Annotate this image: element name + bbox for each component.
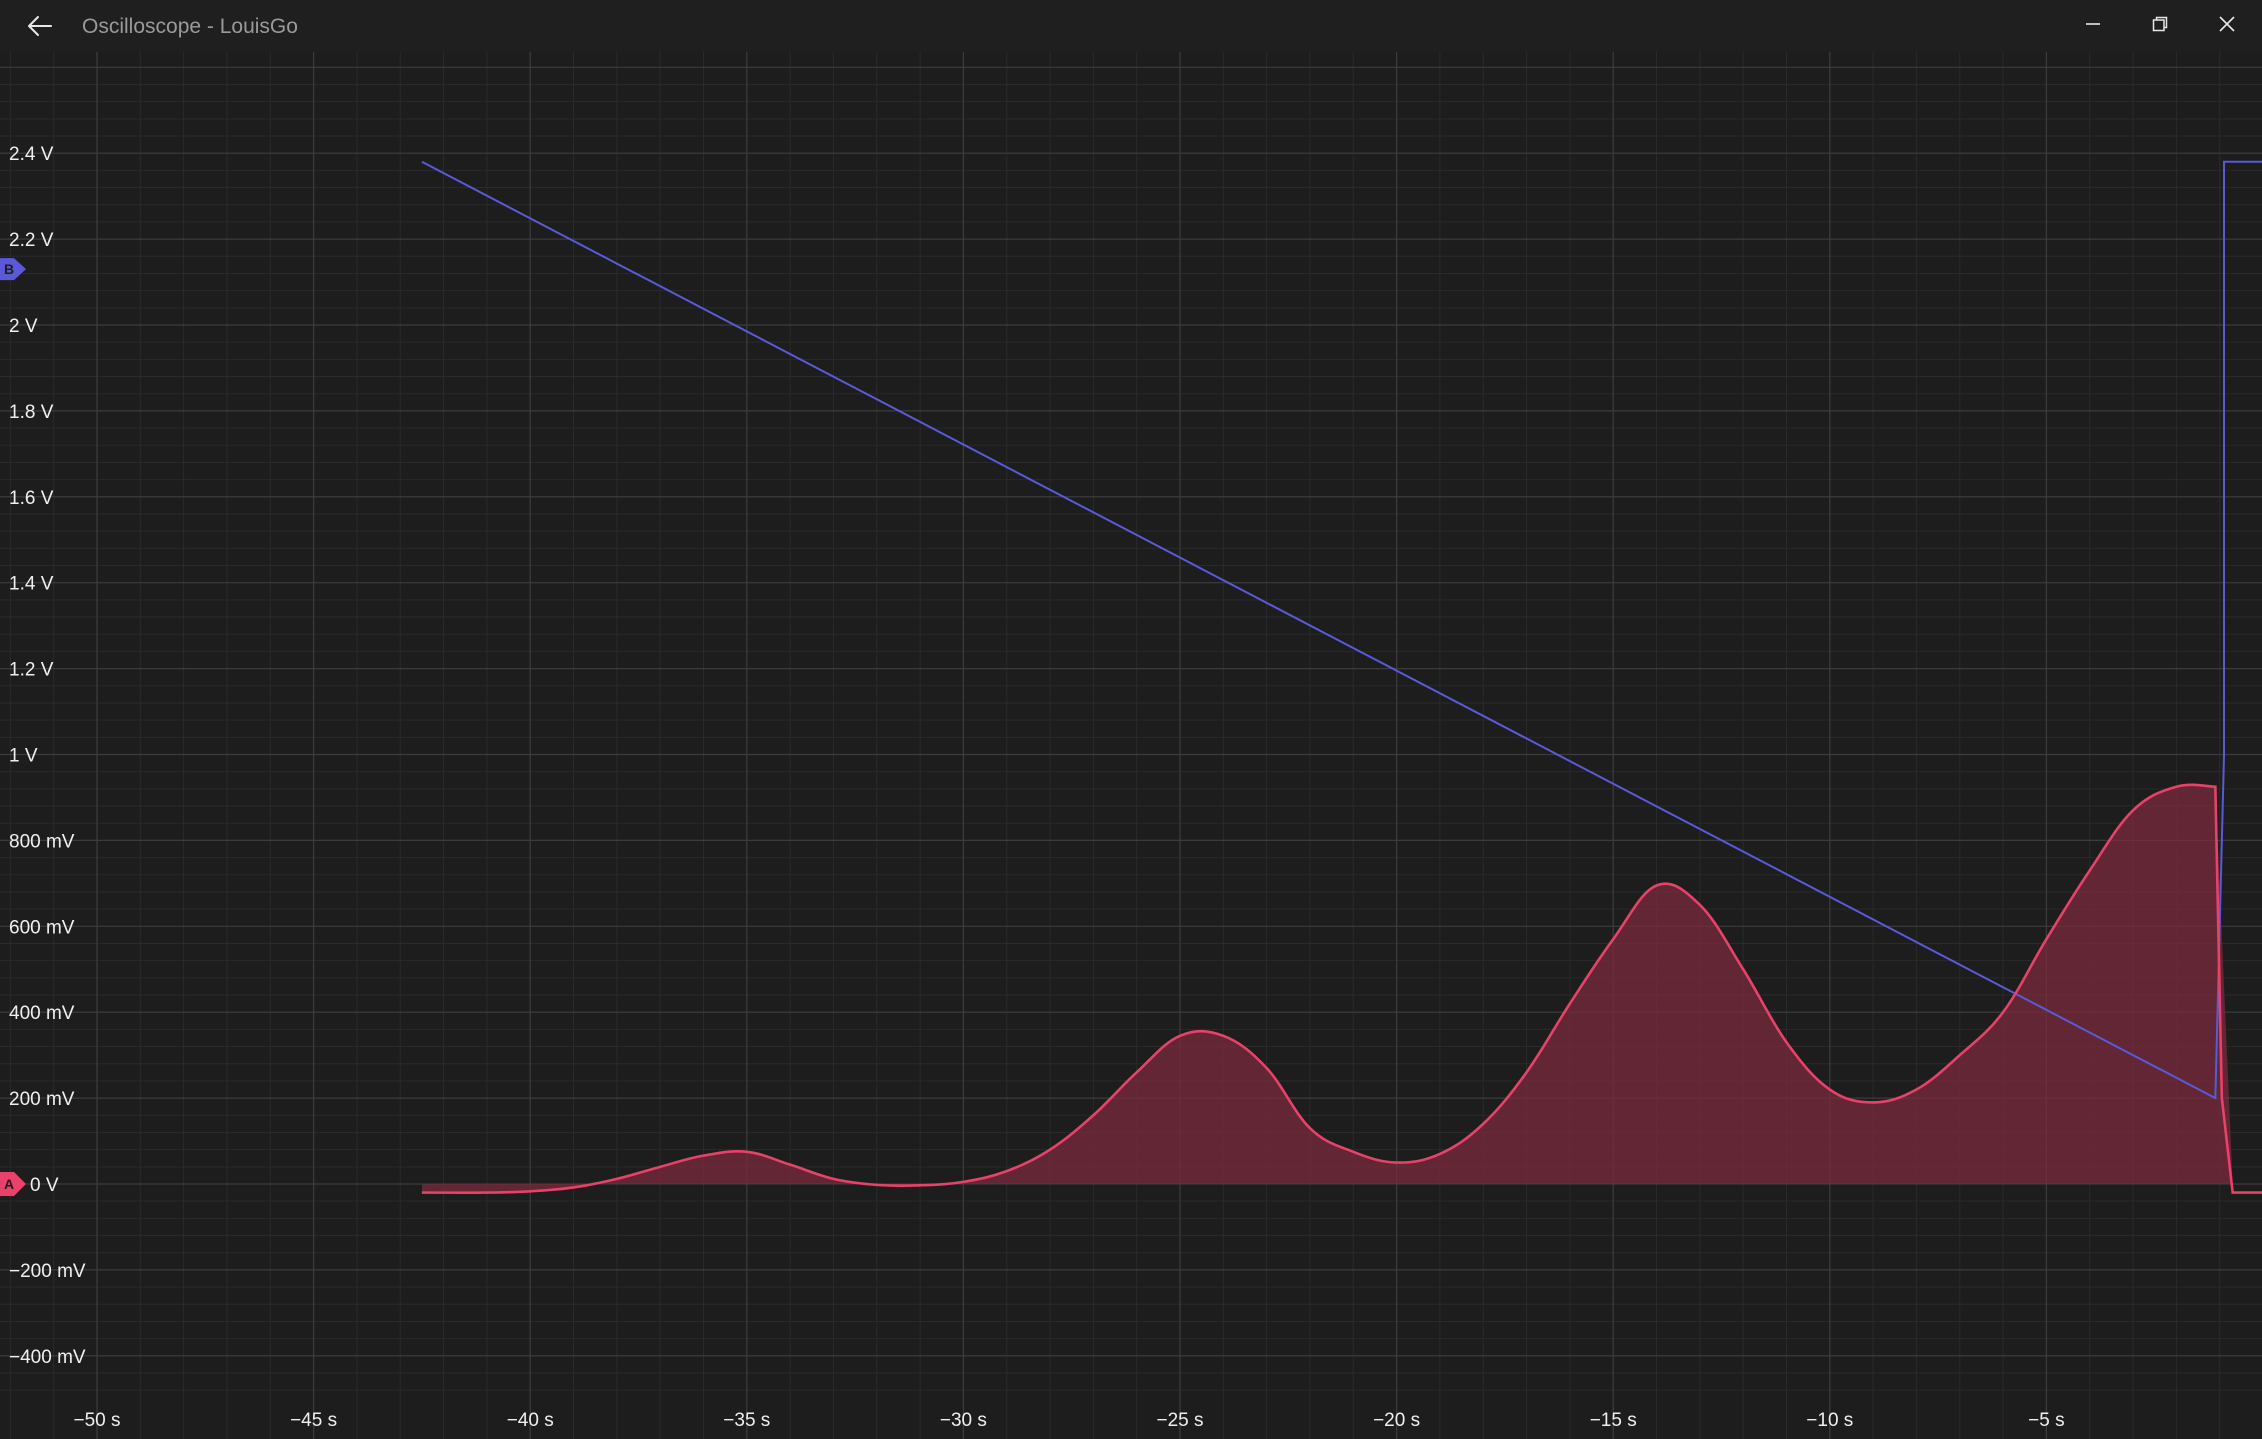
x-tick-label: −5 s — [2028, 1410, 2064, 1431]
y-tick-label: 2.2 V — [9, 230, 54, 251]
channel-b-marker[interactable] — [0, 258, 26, 281]
x-tick-label: −15 s — [1590, 1410, 1637, 1431]
close-icon — [2219, 16, 2235, 32]
x-tick-label: −10 s — [1806, 1410, 1853, 1431]
x-tick-label: −20 s — [1373, 1410, 1420, 1431]
x-tick-label: −35 s — [723, 1410, 770, 1431]
minimize-button[interactable] — [2060, 0, 2126, 48]
y-tick-label: 1.6 V — [9, 488, 54, 509]
channel-markers[interactable]: BA0 — [0, 258, 2262, 1439]
title-bar: Oscilloscope - LouisGo — [0, 0, 2262, 52]
grid-major — [0, 52, 2262, 1439]
y-tick-label: 1.8 V — [9, 402, 54, 423]
y-tick-label: 0 V — [30, 1175, 59, 1196]
channel-a-trace — [421, 783, 2262, 1194]
y-tick-label: 1 V — [9, 746, 38, 767]
channel-a-marker[interactable] — [0, 1172, 26, 1196]
channel-b-trace — [421, 160, 2262, 1100]
channel-a-area — [421, 784, 2233, 1193]
x-tick-label: −45 s — [290, 1410, 337, 1431]
minimize-icon — [2086, 23, 2100, 25]
channel-a-fill-layer — [421, 784, 2233, 1193]
y-tick-label: 1.4 V — [9, 574, 54, 595]
channel-b-marker-label: B — [4, 261, 14, 277]
close-button[interactable] — [2194, 0, 2260, 48]
back-button[interactable] — [18, 6, 62, 46]
window-title: Oscilloscope - LouisGo — [82, 15, 298, 38]
grid-minor — [0, 52, 2262, 1439]
y-axis-labels: 2.4 V 2.2 V 2 V 1.8 V 1.6 V 1.4 V 1.2 V 1 V 800 … — [9, 144, 86, 1368]
restore-button[interactable] — [2127, 0, 2193, 48]
x-tick-label: −50 s — [73, 1410, 120, 1431]
x-tick-label: −25 s — [1156, 1410, 1203, 1431]
trace-layer — [421, 160, 2262, 1194]
y-tick-label: 600 mV — [9, 917, 75, 938]
y-tick-label: −400 mV — [9, 1347, 86, 1368]
restore-icon — [2152, 16, 2168, 32]
y-tick-label: 1.2 V — [9, 660, 54, 681]
x-axis-labels: −50 s −45 s −40 s −35 s −30 s −25 s −20 s −15 s… — [73, 1410, 2064, 1431]
channel-a-marker-label: A — [4, 1176, 14, 1192]
y-tick-label: −200 mV — [9, 1261, 86, 1282]
y-tick-label: 2.4 V — [9, 144, 54, 165]
x-tick-label: −30 s — [940, 1410, 987, 1431]
y-tick-label: 2 V — [9, 316, 38, 337]
oscilloscope-plot-area[interactable]: 2.4 V 2.2 V 2 V 1.8 V 1.6 V 1.4 V 1.2 V 1 V 800 … — [0, 52, 2262, 1439]
y-tick-label: 800 mV — [9, 831, 75, 852]
y-tick-label: 200 mV — [9, 1089, 75, 1110]
x-tick-label: −40 s — [507, 1410, 554, 1431]
oscilloscope-chart[interactable]: 2.4 V 2.2 V 2 V 1.8 V 1.6 V 1.4 V 1.2 V 1 V 800 … — [0, 52, 2262, 1439]
y-tick-label: 400 mV — [9, 1003, 75, 1024]
back-arrow-icon — [28, 16, 52, 36]
